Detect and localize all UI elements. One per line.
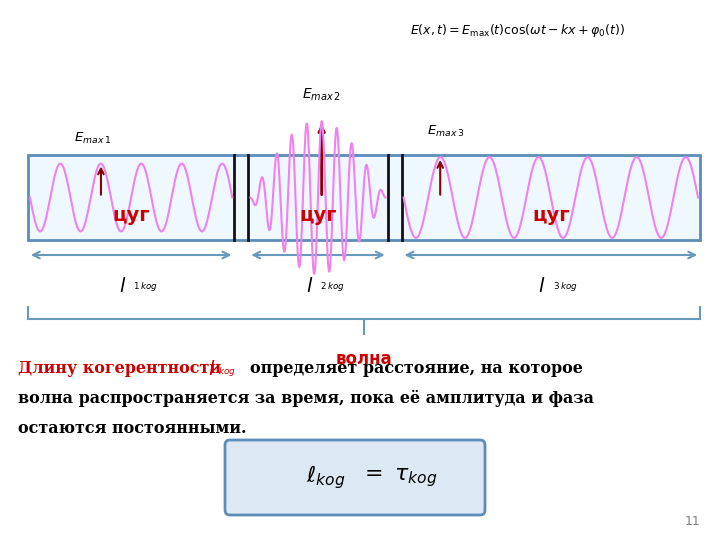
Text: $E_{\mathregular{max}\,3}$: $E_{\mathregular{max}\,3}$ xyxy=(427,124,464,139)
Text: $_{\mathit{kog}}$: $_{\mathit{kog}}$ xyxy=(218,365,235,378)
Text: $l$: $l$ xyxy=(539,277,546,296)
Text: цуг: цуг xyxy=(112,206,150,225)
Text: волна распространяется за время, пока её амплитуда и фаза: волна распространяется за время, пока её… xyxy=(18,390,594,407)
Text: $E_{\mathregular{max}\,1}$: $E_{\mathregular{max}\,1}$ xyxy=(74,131,112,146)
Text: $E(x,t)=E_{\max}(t)\cos(\omega t - kx+\varphi_0(t))$: $E(x,t)=E_{\max}(t)\cos(\omega t - kx+\v… xyxy=(410,22,625,39)
Bar xyxy=(28,155,700,240)
Text: $l$: $l$ xyxy=(119,277,126,296)
Text: определяет расстояние, на которое: определяет расстояние, на которое xyxy=(250,360,583,377)
Text: $_{1\,\mathit{kog}}$: $_{1\,\mathit{kog}}$ xyxy=(133,280,158,293)
Text: $\ell_{\mathit{kog}}$: $\ell_{\mathit{kog}}$ xyxy=(306,464,345,491)
Text: волна: волна xyxy=(336,350,392,368)
Text: $_{3\,\mathit{kog}}$: $_{3\,\mathit{kog}}$ xyxy=(553,280,577,293)
Text: $l$: $l$ xyxy=(208,360,215,379)
Text: $E_{\mathregular{max}\,2}$: $E_{\mathregular{max}\,2}$ xyxy=(302,87,341,103)
Text: $_{2\,\mathit{kog}}$: $_{2\,\mathit{kog}}$ xyxy=(320,280,345,293)
Text: Длину когерентности: Длину когерентности xyxy=(18,360,221,377)
FancyBboxPatch shape xyxy=(225,440,485,515)
Text: цуг: цуг xyxy=(300,206,337,225)
Text: цуг: цуг xyxy=(532,206,570,225)
Text: $l$: $l$ xyxy=(305,277,313,296)
Text: 11: 11 xyxy=(684,515,700,528)
Text: остаются постоянными.: остаются постоянными. xyxy=(18,420,246,437)
Text: $=\ \tau_{\mathit{kog}}$: $=\ \tau_{\mathit{kog}}$ xyxy=(360,466,438,489)
